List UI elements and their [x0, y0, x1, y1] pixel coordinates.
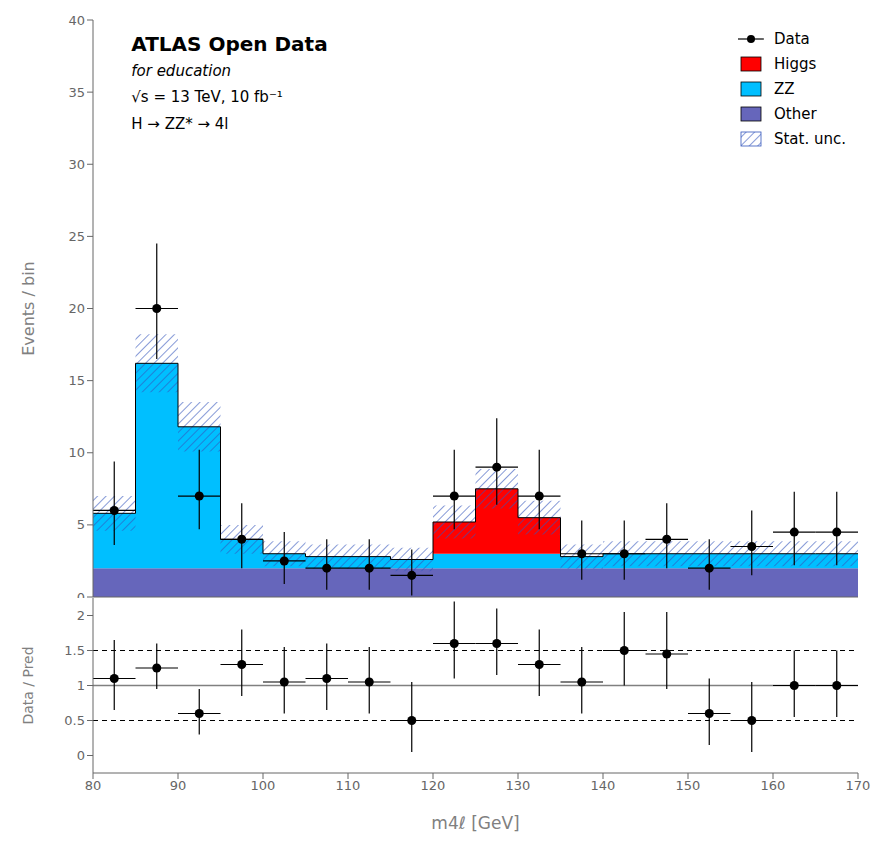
svg-text:80: 80 — [85, 778, 102, 793]
html-text:√s = 13 TeV, 10 fb⁻¹: √s = 13 TeV, 10 fb⁻¹ — [131, 88, 283, 106]
svg-text:1.5: 1.5 — [64, 643, 85, 658]
svg-text:30: 30 — [68, 157, 85, 172]
html-text:ATLAS Open Data: ATLAS Open Data — [131, 32, 328, 56]
svg-text:Data / Pred: Data / Pred — [20, 646, 36, 724]
html-text:Stat. unc.: Stat. unc. — [774, 130, 846, 148]
html-text:ZZ: ZZ — [774, 80, 795, 98]
svg-text:140: 140 — [591, 778, 616, 793]
svg-text:2: 2 — [77, 608, 85, 623]
svg-text:35: 35 — [68, 85, 85, 100]
svg-text:90: 90 — [170, 778, 187, 793]
svg-text:15: 15 — [68, 373, 85, 388]
html-text:Data: Data — [774, 30, 810, 48]
html-text:Higgs: Higgs — [774, 55, 817, 73]
svg-text:130: 130 — [506, 778, 531, 793]
svg-text:150: 150 — [676, 778, 701, 793]
svg-text:1: 1 — [77, 678, 85, 693]
html-text:for education: for education — [131, 62, 232, 80]
svg-text:110: 110 — [336, 778, 361, 793]
svg-text:20: 20 — [68, 301, 85, 316]
svg-text:0: 0 — [77, 748, 85, 763]
html-text:H → ZZ* → 4l: H → ZZ* → 4l — [131, 115, 229, 133]
svg-text:5: 5 — [77, 517, 85, 532]
svg-text:10: 10 — [68, 445, 85, 460]
svg-text:120: 120 — [421, 778, 446, 793]
svg-text:160: 160 — [761, 778, 786, 793]
svg-text:Events / bin: Events / bin — [19, 261, 38, 355]
svg-text:100: 100 — [251, 778, 276, 793]
svg-text:25: 25 — [68, 229, 85, 244]
html-text:Other: Other — [774, 105, 817, 123]
svg-text:170: 170 — [846, 778, 871, 793]
svg-text:0: 0 — [77, 590, 85, 598]
svg-text:0.5: 0.5 — [64, 713, 85, 728]
svg-text:m4ℓ [GeV]: m4ℓ [GeV] — [431, 813, 519, 833]
svg-text:40: 40 — [68, 13, 85, 28]
